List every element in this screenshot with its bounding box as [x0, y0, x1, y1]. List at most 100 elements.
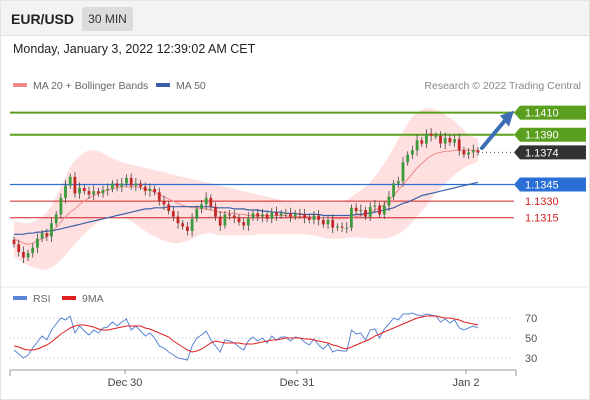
- legend-ma50-label: MA 50: [176, 80, 206, 92]
- candle-body: [181, 223, 185, 227]
- candle-body: [448, 138, 452, 143]
- candle-body: [157, 192, 161, 202]
- candle-body: [134, 183, 138, 186]
- candle-body: [471, 150, 475, 153]
- candle-body: [429, 133, 433, 136]
- candle-body: [153, 188, 156, 193]
- candle-body: [396, 181, 400, 184]
- candle-body: [204, 197, 208, 205]
- forecast-arrow-shaft: [480, 119, 506, 151]
- candle-body: [162, 201, 166, 205]
- level-tag-1-1374-bg: [514, 145, 586, 160]
- candle-body: [17, 244, 21, 252]
- candle-body: [36, 238, 39, 248]
- candle-body: [64, 185, 67, 198]
- candle-body: [97, 191, 100, 194]
- candle-body: [462, 150, 466, 155]
- candle-body: [78, 187, 81, 194]
- candle-body: [125, 177, 128, 184]
- candle-body: [415, 140, 419, 151]
- level-tag-1-1390-bg: [514, 127, 586, 142]
- candle-body: [209, 197, 213, 207]
- candle-body: [242, 222, 246, 226]
- candle-body: [406, 154, 410, 163]
- bollinger-band-area: [14, 108, 478, 270]
- candle-body: [26, 253, 30, 258]
- legend-ma20: MA 20 + Bollinger Bands: [13, 80, 148, 92]
- legend-ma50: MA 50: [156, 80, 206, 92]
- candle-body: [476, 150, 480, 153]
- candle-body: [73, 176, 77, 194]
- candle-body: [420, 140, 424, 144]
- candle-body: [303, 214, 306, 218]
- candle-body: [190, 218, 194, 231]
- candle-body: [312, 215, 316, 220]
- candle-body: [373, 205, 377, 207]
- legend-ma20-label: MA 20 + Bollinger Bands: [33, 80, 149, 92]
- ma20-swatch: [13, 83, 27, 88]
- forecast-arrow-head: [500, 110, 514, 127]
- candle-body: [279, 213, 283, 216]
- candle-body: [228, 214, 231, 216]
- candle-body: [111, 183, 114, 189]
- candle-body: [45, 233, 49, 237]
- level-tag-1-1390: 1.1390: [525, 130, 559, 142]
- candle-body: [40, 233, 44, 239]
- candle-body: [411, 150, 414, 155]
- candle-body: [68, 176, 72, 186]
- credit-label: Research © 2022 Trading Central: [424, 80, 581, 92]
- rsi-level-label-50: 50: [525, 333, 537, 345]
- candle-body: [167, 204, 171, 211]
- candle-body: [340, 226, 344, 228]
- candle-body: [336, 226, 339, 228]
- candle-body: [92, 191, 96, 195]
- candle-body: [200, 204, 203, 209]
- candle-body: [186, 226, 189, 231]
- candle-body: [87, 191, 91, 195]
- level-tag-1-1345: 1.1345: [525, 180, 559, 192]
- candle-body: [143, 186, 147, 192]
- candle-body: [298, 213, 302, 215]
- x-axis-label: Jan 2: [453, 377, 480, 389]
- level-tag-1-1330: 1.1330: [525, 196, 559, 208]
- candle-body: [401, 162, 405, 182]
- rsi-ma9-line: [13, 315, 479, 353]
- candle-body: [82, 187, 86, 192]
- candle-body: [31, 247, 35, 254]
- ma20-line: [13, 149, 478, 245]
- candle-body: [275, 212, 278, 216]
- candle-body: [120, 183, 124, 187]
- candle-body: [106, 188, 110, 190]
- candle-body: [251, 213, 255, 218]
- candle-body: [50, 223, 53, 237]
- ma50-swatch: [156, 83, 170, 88]
- ma50-line: [14, 181, 479, 235]
- candle-body: [265, 214, 269, 219]
- candle-body: [453, 139, 456, 143]
- candle-body: [223, 214, 227, 226]
- candle-body: [457, 139, 461, 151]
- candle-body: [54, 214, 58, 224]
- candle-body: [22, 252, 25, 258]
- candle-body: [195, 208, 199, 219]
- candle-body: [232, 215, 236, 218]
- candle-body: [326, 219, 330, 225]
- candle-body: [392, 183, 395, 197]
- candle-body: [321, 219, 325, 225]
- candle-body: [387, 196, 391, 206]
- candle-body: [359, 210, 363, 212]
- legend-9ma-label: 9MA: [82, 293, 104, 305]
- candle-body: [12, 239, 16, 245]
- candle-body: [171, 211, 175, 217]
- timeframe-button[interactable]: 30 MIN: [82, 7, 133, 31]
- candle-body: [101, 190, 105, 194]
- x-axis-label: Dec 30: [108, 377, 143, 389]
- candle-body: [218, 216, 222, 226]
- rsi-level-label-70: 70: [525, 313, 537, 325]
- candle-body: [176, 216, 180, 224]
- candle-body: [368, 206, 372, 217]
- candle-body: [148, 188, 152, 192]
- symbol-title: EUR/USD: [11, 11, 75, 27]
- candle-body: [261, 214, 264, 217]
